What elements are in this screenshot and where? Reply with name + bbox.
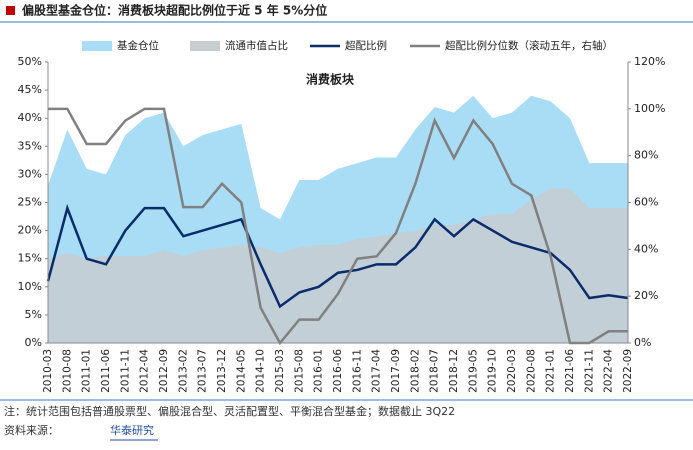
x-tick-label: 2013-02 — [177, 349, 189, 393]
y-tick-label: 35% — [18, 139, 42, 152]
x-tick-label: 2014-10 — [255, 349, 267, 393]
y-tick-label: 10% — [18, 280, 42, 293]
y-tick-label: 15% — [18, 252, 42, 265]
x-tick-label: 2018-07 — [429, 349, 441, 393]
source: 资料来源： — [4, 423, 59, 437]
title-marker — [6, 6, 15, 15]
x-tick-label: 2010-03 — [42, 349, 54, 393]
legend-swatch — [190, 41, 220, 51]
y2-tick-label: 40% — [634, 242, 658, 255]
y-tick-label: 40% — [18, 111, 42, 124]
x-tick-label: 2021-11 — [583, 349, 595, 393]
y2-tick-label: 100% — [634, 102, 665, 115]
page-title: 偏股型基金仓位：消费板块超配比例位于近 5 年 5%分位 — [22, 3, 327, 18]
brand: 华泰研究 — [110, 423, 154, 437]
y-tick-label: 20% — [18, 224, 42, 237]
y-tick-label: 5% — [25, 308, 42, 321]
x-tick-label: 2018-12 — [448, 349, 460, 393]
legend-label: 基金仓位 — [117, 39, 159, 52]
x-tick-label: 2019-10 — [487, 349, 499, 393]
x-tick-label: 2018-02 — [409, 349, 421, 393]
x-tick-label: 2012-04 — [139, 349, 151, 393]
legend-label: 超配比例分位数（滚动五年，右轴） — [445, 39, 613, 52]
legend-swatch — [82, 41, 112, 51]
area — [48, 188, 628, 343]
x-tick-label: 2012-09 — [158, 349, 170, 393]
x-tick-label: 2011-11 — [119, 349, 131, 393]
x-tick-label: 2011-06 — [100, 349, 112, 393]
x-tick-label: 2017-04 — [371, 349, 383, 393]
y-tick-label: 0% — [25, 336, 42, 349]
x-tick-label: 2015-03 — [274, 349, 286, 393]
x-tick-label: 2022-09 — [622, 349, 634, 393]
y-tick-label: 25% — [18, 196, 42, 209]
x-tick-label: 2013-12 — [216, 349, 228, 393]
x-tick-label: 2019-05 — [467, 349, 479, 393]
x-tick-label: 2016-11 — [351, 349, 363, 393]
y2-tick-label: 60% — [634, 196, 658, 209]
x-tick-label: 2015-08 — [293, 349, 305, 393]
x-tick-label: 2021-01 — [545, 349, 557, 393]
y2-tick-label: 120% — [634, 55, 665, 68]
y-tick-label: 45% — [18, 83, 42, 96]
note: 注：统计范围包括普通股票型、偏股混合型、灵活配置型、平衡混合型基金；数据截止 3… — [4, 404, 455, 418]
x-tick-label: 2016-01 — [313, 349, 325, 393]
chart-title: 消费板块 — [306, 72, 355, 87]
x-tick-label: 2020-03 — [506, 349, 518, 393]
x-tick-label: 2013-07 — [197, 349, 209, 393]
x-tick-label: 2014-05 — [235, 349, 247, 393]
x-tick-label: 2020-08 — [525, 349, 537, 393]
x-tick-label: 2017-09 — [390, 349, 402, 393]
x-tick-label: 2010-08 — [61, 349, 73, 393]
y2-tick-label: 20% — [634, 289, 658, 302]
legend-label: 超配比例 — [345, 39, 387, 52]
y2-tick-label: 0% — [634, 336, 651, 349]
x-tick-label: 2016-06 — [332, 349, 344, 393]
y2-tick-label: 80% — [634, 149, 658, 162]
legend-label: 流通市值占比 — [225, 39, 288, 52]
x-tick-label: 2011-01 — [81, 349, 93, 393]
y-tick-label: 30% — [18, 167, 42, 180]
line — [48, 107, 628, 346]
line — [46, 204, 629, 309]
x-tick-label: 2021-06 — [564, 349, 576, 393]
x-tick-label: 2022-04 — [603, 349, 615, 393]
y-tick-label: 50% — [18, 55, 42, 68]
